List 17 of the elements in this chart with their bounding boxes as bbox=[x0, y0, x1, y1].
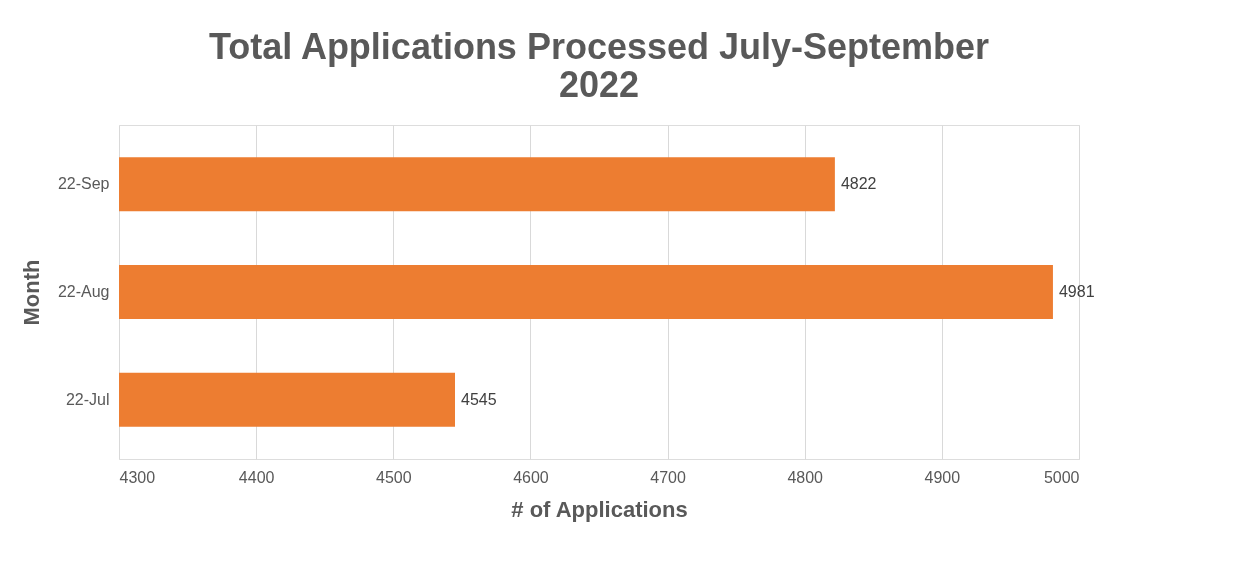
x-tick-label: 4900 bbox=[924, 468, 961, 486]
y-tick-label: 22-Sep bbox=[57, 175, 110, 193]
x-tick-label: 4500 bbox=[375, 468, 412, 486]
x-axis-title: # of Applications bbox=[511, 496, 688, 522]
chart-title: Total Applications Processed July-September 2022 bbox=[208, 26, 990, 105]
x-tick-label: 4800 bbox=[787, 468, 824, 486]
data-label: 4981 bbox=[1058, 283, 1095, 300]
x-tick-label: 4600 bbox=[513, 468, 549, 486]
x-tick-label: 4700 bbox=[650, 468, 686, 486]
x-tick-label: 5000 bbox=[1043, 468, 1080, 486]
y-tick-label: 22-Jul bbox=[65, 390, 110, 408]
data-label: 4822 bbox=[840, 175, 877, 193]
data-label: 4545 bbox=[461, 390, 497, 408]
y-axis-title: Month bbox=[18, 259, 44, 326]
x-tick-label: 4300 bbox=[119, 468, 156, 486]
x-tick-label: 4400 bbox=[238, 468, 275, 486]
y-tick-label: 22-Aug bbox=[57, 283, 110, 300]
